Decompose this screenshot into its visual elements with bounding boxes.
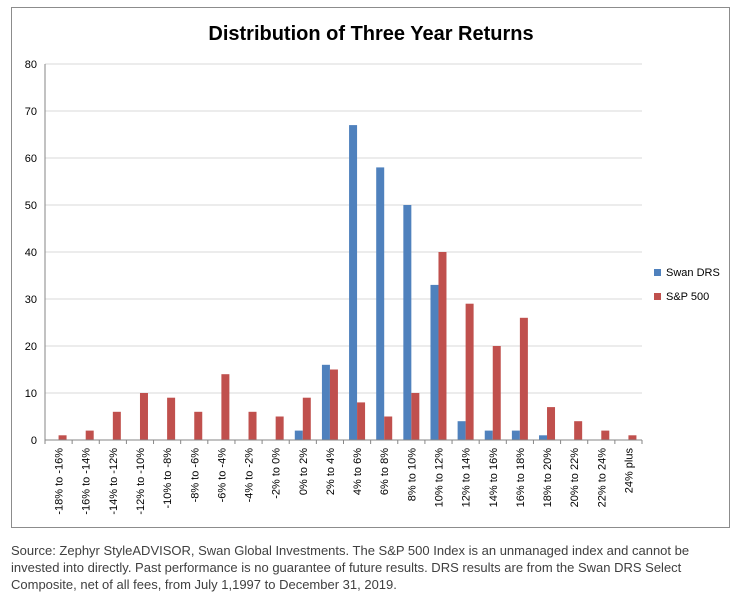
bar-sp500 (85, 430, 94, 440)
x-tick-label: 8% to 10% (406, 448, 418, 501)
bar-swan-drs (511, 430, 520, 440)
x-tick-label: -14% to -12% (108, 448, 120, 515)
x-tick-label: -6% to -4% (216, 448, 228, 503)
x-tick-label: 0% to 2% (298, 448, 310, 495)
bar-sp500 (58, 435, 67, 440)
x-tick-label: -12% to -10% (135, 448, 147, 515)
x-tick-label: 6% to 8% (379, 448, 391, 495)
bar-swan-drs (457, 421, 466, 440)
gridlines (45, 63, 642, 394)
x-tick-label: 12% to 14% (461, 448, 473, 508)
bar-sp500 (547, 407, 556, 440)
bar-sp500 (302, 397, 311, 440)
bar-swan-drs (349, 125, 358, 440)
x-tick-label: -4% to -2% (244, 448, 256, 503)
x-tick-label: -16% to -14% (81, 448, 93, 515)
bar-sp500 (519, 317, 528, 440)
y-tick-label: 30 (25, 294, 37, 306)
bar-sp500 (139, 393, 148, 440)
x-tick-label: 20% to 22% (569, 448, 581, 508)
bar-swan-drs (403, 205, 412, 440)
legend-label: Swan DRS (666, 267, 720, 279)
x-tick-label: 16% to 18% (515, 448, 527, 508)
chart-title: Distribution of Three Year Returns (208, 23, 533, 45)
legend-swatch (654, 269, 661, 276)
bar-sp500 (112, 411, 121, 440)
x-tick-label: 2% to 4% (325, 448, 337, 495)
chart: Distribution of Three Year Returns 0 10 20… (25, 23, 720, 515)
bar-sp500 (167, 397, 176, 440)
x-tick-label: 22% to 24% (596, 448, 608, 508)
bar-sp500 (384, 416, 393, 440)
bar-sp500 (275, 416, 284, 440)
bar-sp500 (465, 303, 474, 440)
y-tick-label: 10 (25, 388, 37, 400)
y-axis: 0 10 20 30 40 50 60 70 80 (25, 59, 46, 447)
bar-sp500 (628, 435, 637, 440)
y-tick-label: 70 (25, 106, 37, 118)
x-tick-label: -10% to -8% (162, 448, 174, 509)
bar-swan-drs (484, 430, 493, 440)
x-tick-label: -18% to -16% (54, 448, 66, 515)
x-tick-label: 14% to 16% (488, 448, 500, 508)
bar-sp500 (438, 252, 447, 440)
x-tick-label: 4% to 6% (352, 448, 364, 495)
source-note: Source: Zephyr StyleADVISOR, Swan Global… (11, 543, 690, 592)
y-tick-label: 80 (25, 59, 37, 71)
bar-sp500 (601, 430, 610, 440)
y-tick-label: 60 (25, 153, 37, 165)
y-tick-label: 0 (31, 435, 37, 447)
legend: Swan DRS S&P 500 (654, 267, 720, 303)
x-axis: -18% to -16% -16% to -14% -14% to -12% -12%… (44, 439, 643, 515)
bar-swan-drs (539, 435, 548, 440)
x-tick-label: -2% to 0% (271, 448, 283, 499)
bar-sp500 (357, 402, 366, 440)
x-tick-label: 24% plus (623, 448, 635, 494)
y-tick-label: 50 (25, 200, 37, 212)
y-tick-label: 20 (25, 341, 37, 353)
bar-swan-drs (321, 364, 330, 440)
legend-swatch (654, 293, 661, 300)
bar-sp500 (411, 393, 420, 440)
bar-sp500 (194, 411, 203, 440)
x-tick-label: 18% to 20% (542, 448, 554, 508)
bar-sp500 (221, 374, 230, 440)
legend-label: S&P 500 (666, 291, 709, 303)
x-tick-label: -8% to -6% (189, 448, 201, 503)
bar-swan-drs (294, 430, 303, 440)
bar-sp500 (248, 411, 257, 440)
x-tick-label: 10% to 12% (433, 448, 445, 508)
bar-sp500 (329, 369, 338, 440)
bar-swan-drs (376, 167, 385, 440)
bar-swan-drs (430, 284, 439, 440)
bars (58, 125, 637, 440)
chart-frame: Distribution of Three Year Returns 0 10 20… (11, 7, 730, 528)
bar-sp500 (492, 346, 501, 440)
bar-sp500 (574, 421, 583, 440)
y-tick-label: 40 (25, 247, 37, 259)
